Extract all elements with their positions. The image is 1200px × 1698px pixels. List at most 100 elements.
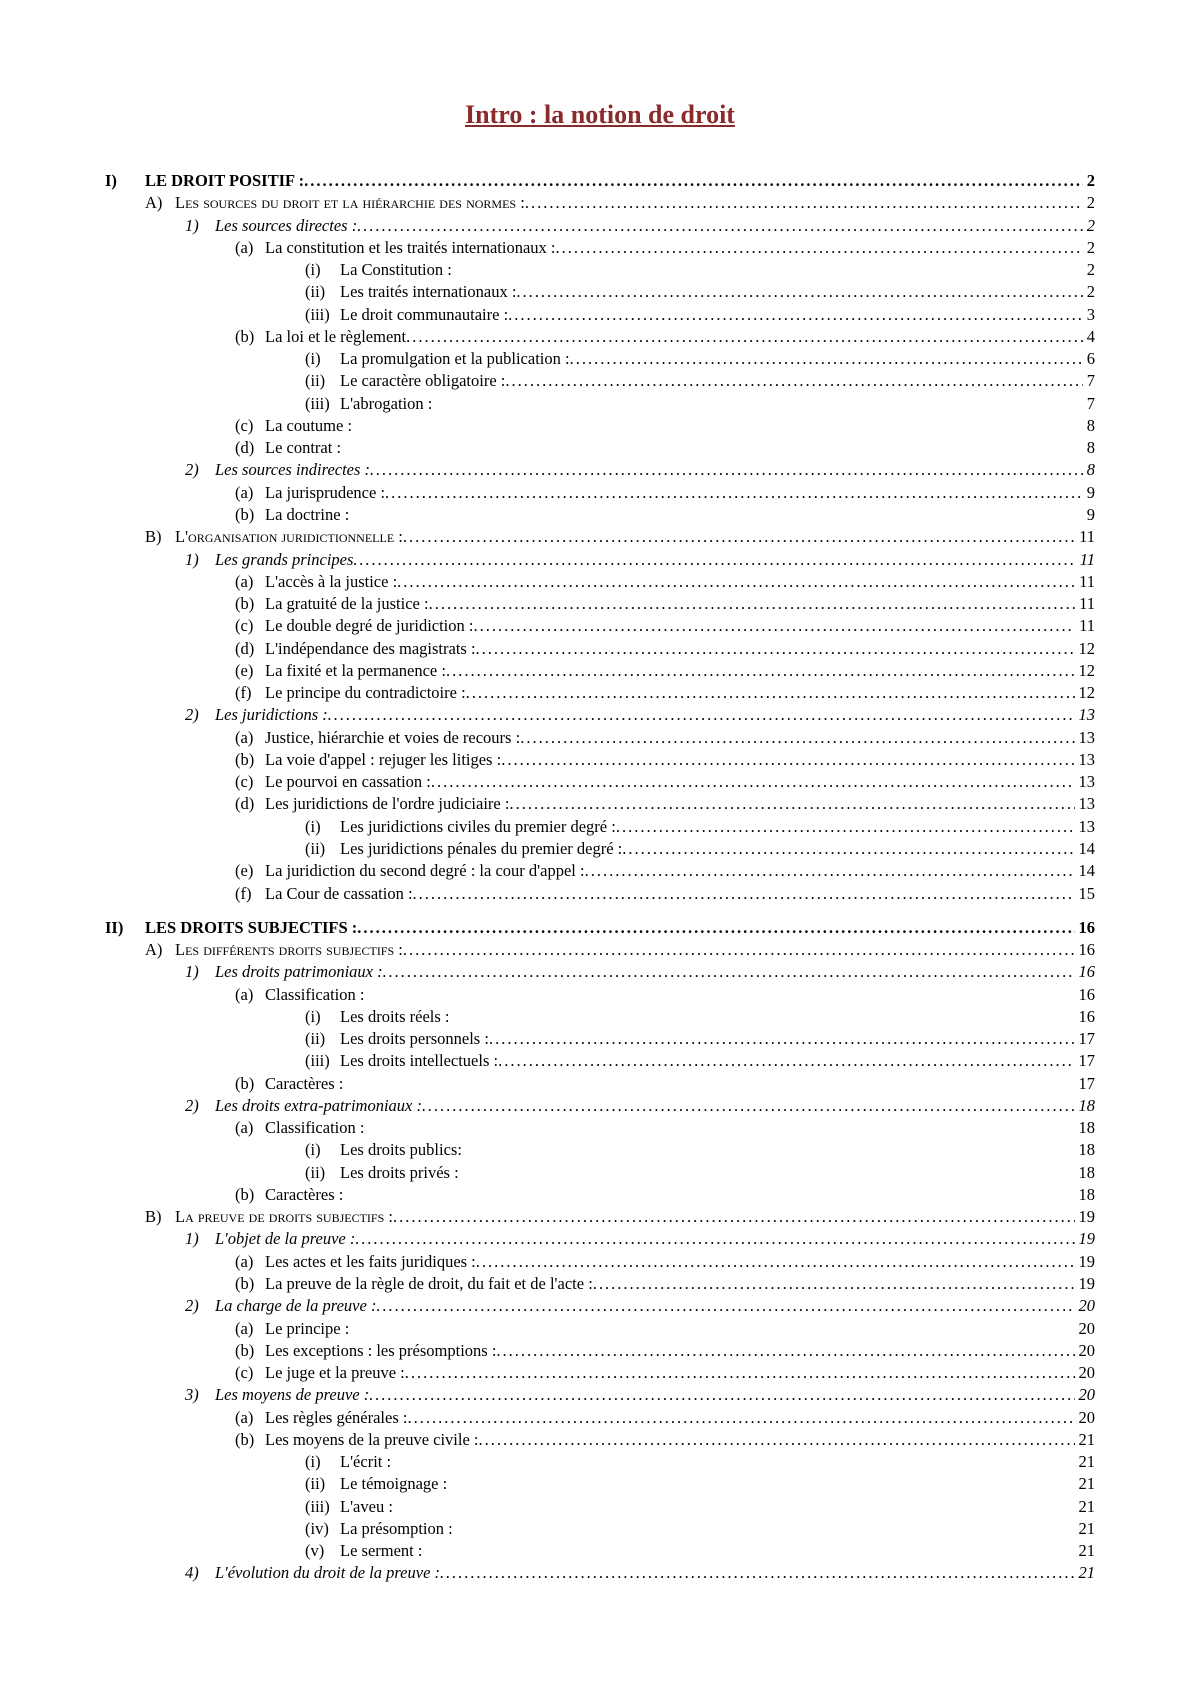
toc-entry-label: II) bbox=[105, 917, 145, 939]
toc-leader bbox=[393, 1206, 1075, 1228]
toc-entry: (a)Les actes et les faits juridiques :19 bbox=[105, 1251, 1095, 1273]
toc-leader bbox=[353, 549, 1075, 571]
toc-entry: (ii)Le témoignage :21 bbox=[105, 1473, 1095, 1495]
toc-entry: 2)Les sources indirectes :8 bbox=[105, 459, 1095, 481]
toc-entry-text: Le pourvoi en cassation : bbox=[265, 771, 431, 793]
toc-entry-page: 8 bbox=[1083, 437, 1095, 459]
toc-entry-label: (a) bbox=[235, 1318, 265, 1340]
toc-entry-page: 20 bbox=[1075, 1407, 1096, 1429]
toc-entry-label: (c) bbox=[235, 1362, 265, 1384]
toc-entry-label: (e) bbox=[235, 860, 265, 882]
toc-entry: (iii)Les droits intellectuels :17 bbox=[105, 1050, 1095, 1072]
toc-entry-label: (a) bbox=[235, 1117, 265, 1139]
toc-leader bbox=[622, 838, 1074, 860]
toc-entry-page: 21 bbox=[1075, 1496, 1096, 1518]
toc-leader bbox=[525, 192, 1083, 214]
toc-entry-text: Les droits publics: bbox=[340, 1139, 462, 1161]
toc-entry-text: L'objet de la preuve : bbox=[215, 1228, 355, 1250]
toc-entry-text: Le juge et la preuve : bbox=[265, 1362, 405, 1384]
toc-entry: (b)Caractères :17 bbox=[105, 1073, 1095, 1095]
toc-entry: (i)Les juridictions civiles du premier d… bbox=[105, 816, 1095, 838]
toc-entry-page: 14 bbox=[1075, 838, 1096, 860]
toc-entry: (iv)La présomption :21 bbox=[105, 1518, 1095, 1540]
toc-entry-label: 1) bbox=[185, 549, 215, 571]
toc-entry-label: (ii) bbox=[305, 1162, 340, 1184]
toc-entry-text: Caractères : bbox=[265, 1073, 343, 1095]
toc-leader bbox=[357, 917, 1074, 939]
toc-leader bbox=[570, 348, 1083, 370]
toc-entry-text: Le témoignage : bbox=[340, 1473, 447, 1495]
toc-entry-text: L'abrogation : bbox=[340, 393, 432, 415]
toc-entry-page: 13 bbox=[1075, 771, 1096, 793]
toc-leader bbox=[440, 1562, 1074, 1584]
toc-entry: (c)La coutume :8 bbox=[105, 415, 1095, 437]
toc-leader bbox=[357, 215, 1083, 237]
toc-entry-page: 12 bbox=[1075, 682, 1096, 704]
toc-entry-text: Le double degré de juridiction : bbox=[265, 615, 473, 637]
toc-entry-text: Classification : bbox=[265, 984, 364, 1006]
toc-entry-text: La Cour de cassation : bbox=[265, 883, 413, 905]
toc-entry-label: (f) bbox=[235, 883, 265, 905]
document-page: Intro : la notion de droit I)LE DROIT PO… bbox=[0, 0, 1200, 1698]
toc-entry-label: B) bbox=[145, 526, 175, 548]
toc-entry-text: Les sources directes : bbox=[215, 215, 357, 237]
toc-entry: (b)La gratuité de la justice :11 bbox=[105, 593, 1095, 615]
toc-entry-page: 11 bbox=[1075, 571, 1095, 593]
toc-leader bbox=[505, 370, 1082, 392]
toc-entry-text: LE DROIT POSITIF : bbox=[145, 170, 304, 192]
toc-entry-page: 17 bbox=[1075, 1073, 1096, 1095]
toc-leader bbox=[616, 816, 1075, 838]
toc-entry-text: Les juridictions : bbox=[215, 704, 328, 726]
toc-leader bbox=[473, 615, 1075, 637]
toc-entry: (ii)Les droits privés :18 bbox=[105, 1162, 1095, 1184]
toc-entry-text: Le contrat : bbox=[265, 437, 341, 459]
toc-entry-label: 2) bbox=[185, 1095, 215, 1117]
toc-entry-page: 18 bbox=[1075, 1139, 1096, 1161]
toc-entry-label: 2) bbox=[185, 1295, 215, 1317]
toc-entry: (i)La promulgation et la publication :6 bbox=[105, 348, 1095, 370]
toc-entry-page: 19 bbox=[1075, 1251, 1096, 1273]
toc-entry-text: La preuve de la règle de droit, du fait … bbox=[265, 1273, 593, 1295]
toc-entry-text: Les moyens de preuve : bbox=[215, 1384, 369, 1406]
toc-entry: (e)La juridiction du second degré : la c… bbox=[105, 860, 1095, 882]
toc-entry-label: I) bbox=[105, 170, 145, 192]
toc-entry: (d)L'indépendance des magistrats :12 bbox=[105, 638, 1095, 660]
toc-entry-text: La doctrine : bbox=[265, 504, 349, 526]
toc-entry-page: 4 bbox=[1083, 326, 1095, 348]
toc-entry-page: 15 bbox=[1075, 883, 1096, 905]
toc-entry-text: Les actes et les faits juridiques : bbox=[265, 1251, 476, 1273]
toc-entry: (ii)Les droits personnels :17 bbox=[105, 1028, 1095, 1050]
toc-entry-text: Les exceptions : les présomptions : bbox=[265, 1340, 496, 1362]
toc-leader bbox=[403, 526, 1075, 548]
toc-entry-text: Justice, hiérarchie et voies de recours … bbox=[265, 727, 520, 749]
toc-entry-text: L'indépendance des magistrats : bbox=[265, 638, 476, 660]
toc-entry-text: Les moyens de la preuve civile : bbox=[265, 1429, 479, 1451]
toc-entry-page: 2 bbox=[1083, 237, 1095, 259]
toc-entry-label: (iii) bbox=[305, 1050, 340, 1072]
toc-leader bbox=[369, 1384, 1074, 1406]
toc-leader bbox=[466, 682, 1075, 704]
toc-leader bbox=[413, 883, 1075, 905]
toc-leader bbox=[516, 281, 1082, 303]
toc-entry-text: La voie d'appel : rejuger les litiges : bbox=[265, 749, 501, 771]
toc-entry-page: 18 bbox=[1075, 1095, 1096, 1117]
toc-entry-page: 21 bbox=[1075, 1562, 1096, 1584]
toc-leader bbox=[304, 170, 1083, 192]
toc-entry-label: (b) bbox=[235, 749, 265, 771]
toc-leader bbox=[501, 749, 1074, 771]
toc-entry: (iii)L'aveu :21 bbox=[105, 1496, 1095, 1518]
toc-entry: (a)Justice, hiérarchie et voies de recou… bbox=[105, 727, 1095, 749]
toc-entry: (ii)Le caractère obligatoire :7 bbox=[105, 370, 1095, 392]
toc-entry-page: 12 bbox=[1075, 660, 1096, 682]
toc-entry-label: (c) bbox=[235, 415, 265, 437]
toc-entry: (v)Le serment :21 bbox=[105, 1540, 1095, 1562]
toc-entry-page: 20 bbox=[1075, 1295, 1096, 1317]
toc-leader bbox=[429, 593, 1076, 615]
toc-entry-page: 8 bbox=[1083, 459, 1095, 481]
toc-entry-label: (iii) bbox=[305, 1496, 340, 1518]
toc-entry-label: (b) bbox=[235, 1429, 265, 1451]
toc-entry-page: 13 bbox=[1075, 816, 1096, 838]
toc-entry-label: (i) bbox=[305, 816, 340, 838]
toc-entry-page: 21 bbox=[1075, 1429, 1096, 1451]
toc-entry-label: 3) bbox=[185, 1384, 215, 1406]
